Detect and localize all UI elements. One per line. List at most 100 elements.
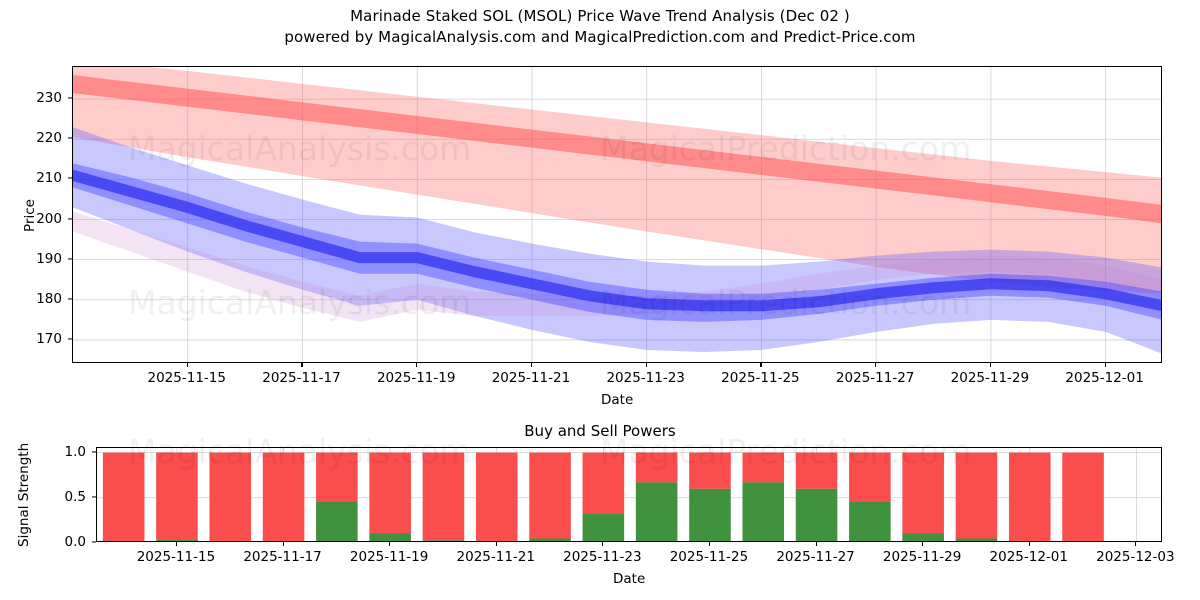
powers-xtick-label: 2025-11-21 [456,549,535,565]
sell-power-bar [955,452,998,539]
sell-power-bar [156,452,198,540]
price-xtick-mark [989,363,991,367]
price-xtick-label: 2025-11-25 [721,370,800,386]
price-xtick-mark [875,363,877,367]
powers-xtick-label: 2025-11-27 [776,549,855,565]
page-subtitle: powered by MagicalAnalysis.com and Magic… [284,28,916,46]
sell-power-bar [1062,452,1104,541]
powers-yaxis-label: Signal Strength [16,442,32,547]
price-xtick-label: 2025-11-27 [835,370,915,386]
buy-power-bar [795,488,838,541]
price-xtick-label: 2025-11-23 [606,370,685,386]
sell-power-bar [262,452,305,541]
powers-xtick-mark [922,542,924,546]
price-chart-svg [73,67,1161,362]
powers-ytick-label: 0.0 [64,534,86,550]
price-yaxis-label: Price [22,198,38,232]
price-xtick-mark [186,363,188,367]
price-ytick-label: 200 [36,210,62,227]
powers-xtick-label: 2025-12-03 [1096,549,1175,565]
sell-power-bar [849,452,891,502]
price-xtick-mark [1104,363,1106,367]
buy-power-bar [422,540,465,541]
price-ytick-mark [68,298,72,300]
powers-xtick-label: 2025-11-15 [136,549,216,565]
price-xaxis-label: Date [601,392,634,408]
powers-xtick-mark [389,542,391,546]
powers-xtick-mark [495,542,497,546]
price-ytick-mark [68,137,72,139]
powers-xtick-label: 2025-11-19 [349,549,429,565]
powers-xtick-label: 2025-11-23 [563,549,642,565]
sell-power-bar [102,452,145,541]
price-xtick-label: 2025-12-01 [1065,370,1144,386]
price-xtick-label: 2025-11-17 [262,370,341,386]
powers-ytick-mark [92,450,96,453]
price-ytick-label: 220 [36,130,62,147]
price-ytick-mark [68,258,72,260]
powers-xtick-mark [282,542,284,546]
sell-power-bar [316,452,358,502]
price-xtick-label: 2025-11-19 [376,370,456,386]
price-ytick-label: 210 [36,170,62,187]
price-xtick-mark [416,363,418,367]
sell-power-bar [635,452,678,483]
buy-power-bar [902,533,944,541]
buy-power-bar [849,501,891,541]
price-ytick-mark [68,338,72,340]
page-title: Marinade Staked SOL (MSOL) Price Wave Tr… [350,7,850,25]
price-ytick-label: 170 [36,330,62,347]
price-xtick-label: 2025-11-15 [147,370,226,386]
price-ytick-label: 190 [36,250,62,267]
price-ytick-label: 180 [36,290,62,307]
powers-xtick-mark [1135,542,1137,546]
powers-ytick-mark [92,541,96,543]
powers-xtick-label: 2025-12-01 [989,549,1068,565]
sell-power-bar [1008,452,1051,541]
title-block: Marinade Staked SOL (MSOL) Price Wave Tr… [0,6,1200,48]
powers-xtick-mark [815,542,817,546]
powers-xtick-mark [708,542,711,546]
price-ytick-mark [68,97,72,99]
buy-power-bar [635,482,678,541]
sell-power-bar [422,452,465,541]
powers-chart-plot-area [96,447,1162,542]
sell-power-bar [689,452,731,489]
price-chart-plot-area [72,66,1162,363]
price-ytick-mark [68,177,72,179]
powers-ytick-label: 1.0 [64,443,86,460]
price-ytick-mark [68,217,72,220]
powers-xtick-label: 2025-11-29 [882,549,962,565]
price-ytick-label: 230 [36,90,62,107]
sell-power-bar [742,452,785,483]
buy-power-bar [316,501,358,541]
powers-xtick-mark [1028,542,1030,546]
sell-power-bar [209,452,252,541]
price-xtick-mark [301,363,303,367]
price-xtick-label: 2025-11-21 [491,370,571,386]
buy-power-bar [955,538,998,541]
buy-power-bar [369,533,411,541]
powers-xtick-mark [175,542,178,546]
price-core-trendline [73,169,1161,312]
price-xtick-mark [530,363,533,367]
powers-xtick-mark [602,542,604,546]
powers-xtick-label: 2025-11-17 [243,549,322,565]
powers-xtick-label: 2025-11-25 [669,549,749,565]
powers-chart-title: Buy and Sell Powers [524,422,676,440]
sell-power-bar [582,452,625,514]
powers-xaxis-label: Date [613,571,646,587]
buy-power-bar [582,513,625,541]
sell-power-bar [369,452,411,534]
price-xtick-mark [760,363,762,367]
price-xtick-label: 2025-11-29 [950,370,1030,386]
price-band-support-band-faint-upper [73,211,1161,322]
sell-power-bar [529,452,571,539]
price-xtick-mark [645,363,647,367]
buy-power-bar [156,539,198,541]
sell-power-bar [475,452,518,541]
buy-power-bar [529,538,571,541]
buy-power-bar [689,488,731,541]
sell-power-bar [795,452,838,489]
